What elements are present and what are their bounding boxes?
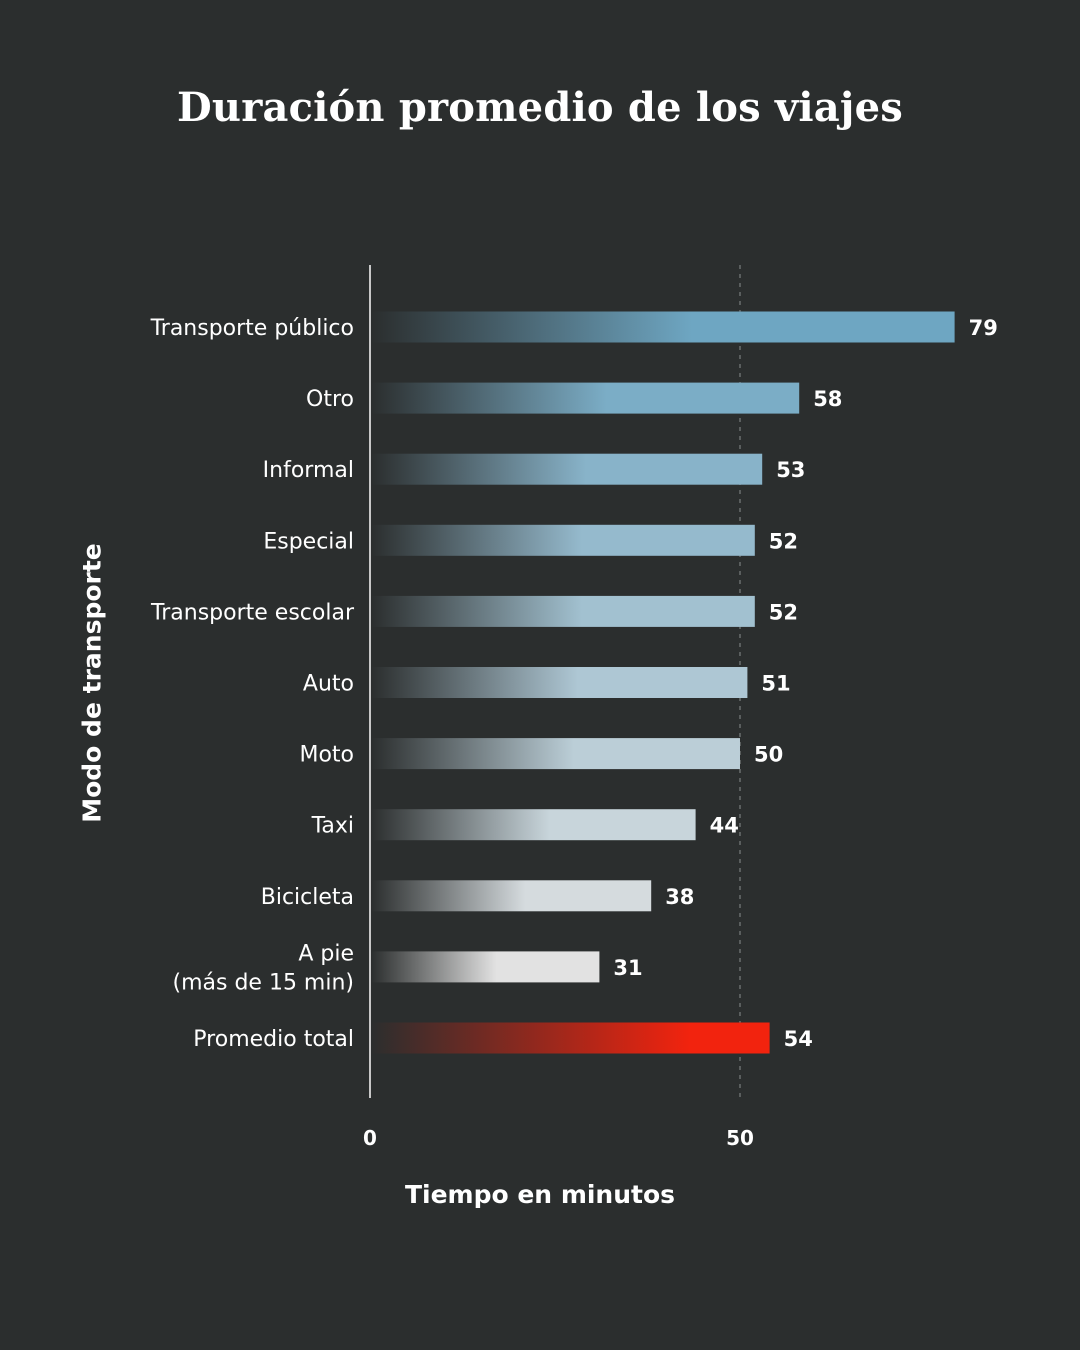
- bar-total: [371, 1022, 770, 1054]
- x-tick-label: 0: [363, 1126, 377, 1150]
- value-label: 44: [710, 814, 739, 838]
- category-label: Bicicleta: [261, 885, 354, 910]
- category-label: Transporte público: [150, 316, 354, 341]
- value-label: 58: [813, 387, 842, 411]
- chart-title: Duración promedio de los viajes: [177, 84, 903, 131]
- bar: [371, 880, 652, 912]
- category-label: A pie (más de 15 min): [173, 941, 355, 995]
- value-label: 31: [613, 956, 642, 980]
- bar: [371, 595, 755, 627]
- bar: [371, 524, 755, 556]
- value-label: 52: [769, 600, 798, 624]
- bar: [371, 809, 696, 841]
- bar: [371, 667, 748, 698]
- category-label: Taxi: [311, 814, 354, 839]
- x-axis-label: Tiempo en minutos: [404, 1180, 676, 1209]
- category-label: Promedio total: [193, 1027, 354, 1052]
- category-label: Otro: [306, 387, 354, 412]
- value-label: 54: [784, 1027, 813, 1051]
- value-label: 51: [761, 672, 790, 696]
- value-label: 52: [769, 529, 798, 553]
- value-label: 79: [969, 316, 998, 340]
- category-label: Auto: [303, 672, 354, 697]
- value-label: 38: [665, 885, 694, 909]
- category-label: Informal: [263, 458, 354, 483]
- category-label: Moto: [299, 743, 354, 768]
- bar: [371, 311, 955, 343]
- value-label: 53: [776, 458, 805, 482]
- category-label: Transporte escolar: [150, 600, 355, 625]
- category-label: Especial: [263, 529, 354, 554]
- x-tick-label: 50: [726, 1126, 754, 1150]
- bar: [371, 382, 800, 414]
- bar: [371, 453, 763, 485]
- bar: [371, 951, 600, 983]
- value-label: 50: [754, 743, 783, 767]
- bar: [371, 738, 740, 770]
